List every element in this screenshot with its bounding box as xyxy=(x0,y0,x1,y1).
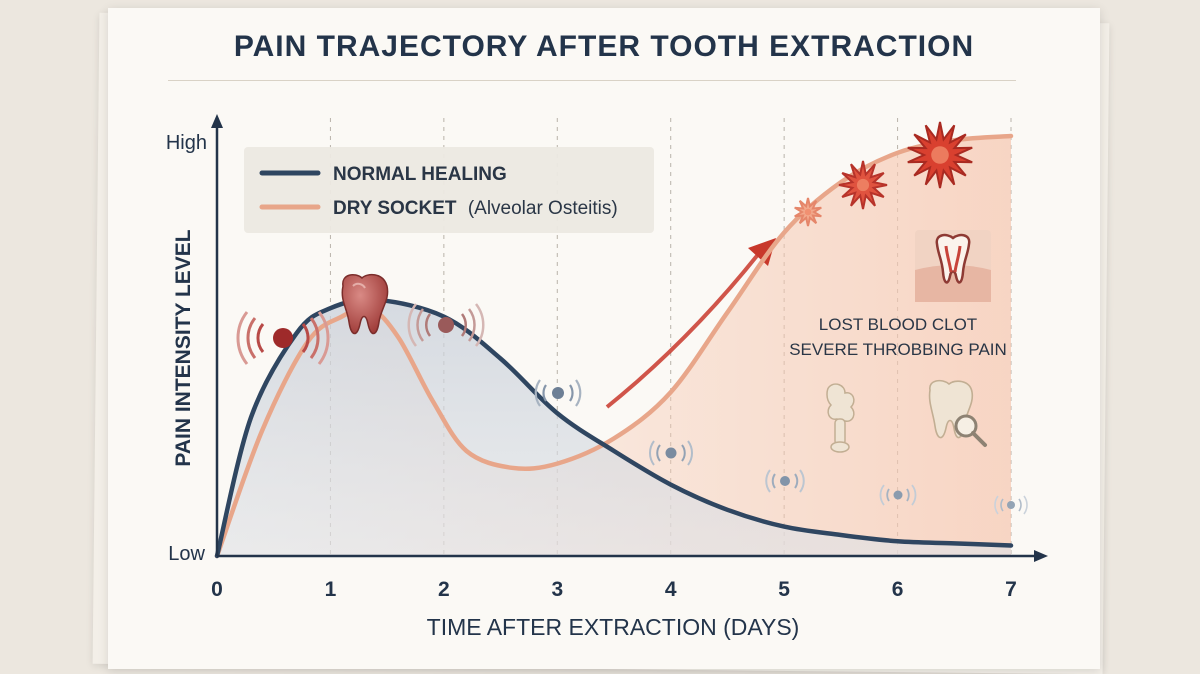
title-divider xyxy=(168,80,1016,81)
x-tick-label: 5 xyxy=(778,578,790,601)
y-axis-label: PAIN INTENSITY LEVEL xyxy=(172,229,195,466)
starburst-icon xyxy=(907,121,973,189)
normal-healing-line xyxy=(214,297,1014,559)
tooth-icon xyxy=(341,273,389,335)
rising-pain-arrow xyxy=(605,238,776,409)
pain-wave-icon xyxy=(534,379,582,407)
x-tick-label: 1 xyxy=(325,578,337,601)
pain-wave-icon xyxy=(879,484,917,506)
legend-label-dry-suffix: (Alveolar Osteitis) xyxy=(468,198,618,219)
legend-label-dry-name: DRY SOCKET xyxy=(333,198,457,219)
annotation-severe-pain: SEVERE THROBBING PAIN xyxy=(789,340,1007,359)
x-tick-label: 4 xyxy=(665,578,677,601)
y-tick-low: Low xyxy=(168,543,205,565)
legend-label-normal: NORMAL HEALING xyxy=(333,164,507,185)
x-tick-label: 7 xyxy=(1005,578,1017,601)
pain-wave-icon xyxy=(765,469,805,493)
pain-wave-icon xyxy=(236,311,330,365)
starburst-icon xyxy=(794,197,822,227)
x-tick-label: 3 xyxy=(551,578,563,601)
annotation-lost-clot: LOST BLOOD CLOT xyxy=(819,315,977,334)
x-tick-label: 6 xyxy=(892,578,904,601)
starburst-icon xyxy=(838,160,888,210)
pain-wave-icon xyxy=(407,303,485,347)
axes xyxy=(211,114,1048,562)
dry-socket-line xyxy=(214,133,1014,559)
tooth-magnifier-icon xyxy=(928,379,987,447)
tooth-socket-icon xyxy=(915,230,991,302)
pain-wave-icon xyxy=(649,440,693,466)
x-tick-label: 2 xyxy=(438,578,450,601)
x-axis-label: TIME AFTER EXTRACTION (DAYS) xyxy=(427,614,800,640)
x-tick-labels: 0 1 2 3 4 5 6 7 xyxy=(211,578,1017,601)
pain-wave-icon xyxy=(994,495,1028,515)
legend: NORMAL HEALING DRY SOCKET (Alveolar Oste… xyxy=(244,147,654,233)
legend-label-dry: DRY SOCKET (Alveolar Osteitis) xyxy=(333,198,618,219)
bone-joint-icon xyxy=(826,383,855,453)
chart-title: PAIN TRAJECTORY AFTER TOOTH EXTRACTION xyxy=(233,30,975,63)
y-tick-high: High xyxy=(166,132,207,154)
x-tick-label: 0 xyxy=(211,578,223,601)
